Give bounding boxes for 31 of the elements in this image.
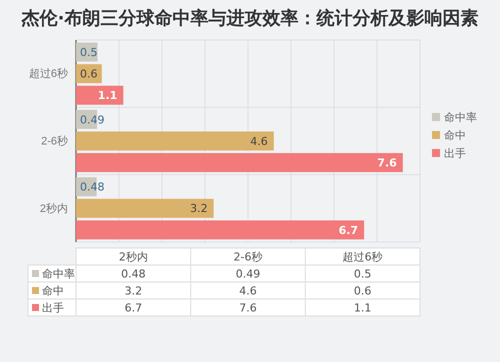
data-label: 1.1 [98,89,118,102]
legend-label: 命中 [42,284,64,298]
data-label: 0.6 [80,68,98,81]
legend-label: 出手 [444,146,466,160]
y-tick-label: 2秒内 [40,202,68,215]
text: 6.7 [124,301,142,314]
text: 命中率 [444,110,477,124]
text: 出手 [42,301,64,314]
text: 0.6 [354,284,372,298]
text: 7.6 [239,301,257,314]
data-label: 7.6 [377,156,398,170]
data-label: 0.48 [80,180,104,194]
text: 0.49 [236,267,260,280]
data-label: 6.7 [338,224,358,237]
category-label: 2-6秒 [234,250,262,264]
text: 3.2 [124,284,142,298]
text: 命中 [444,128,466,142]
text: 0.48 [121,267,146,280]
y-tick-label: 2-6秒 [41,136,68,148]
text: 4.6 [239,284,257,298]
chart-title: 杰伦·布朗三分球命中率与进攻效率：统计分析及影响因素 [20,8,478,29]
y-tick-label: 超过6秒 [28,67,68,80]
category-label: 2秒内 [118,250,148,264]
text: 1.1 [354,301,372,314]
data-label: 4.6 [250,134,268,148]
category-label: 超过6秒 [342,250,383,264]
text: 0.5 [354,267,372,280]
data-label: 0.49 [80,113,104,126]
data-label: 3.2 [190,202,208,216]
legend-label: 命中率 [42,267,75,280]
data-label: 0.5 [80,46,98,59]
